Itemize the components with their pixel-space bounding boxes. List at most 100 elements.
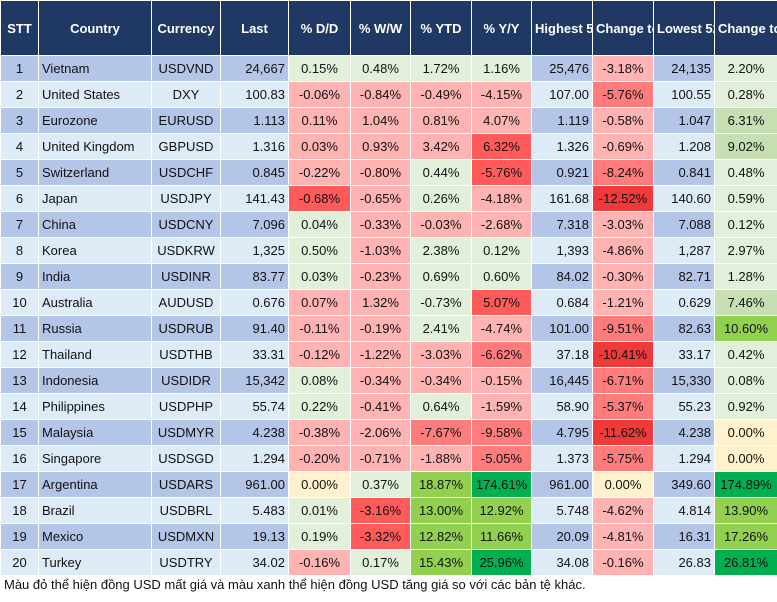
- cell-last: 19.13: [220, 523, 289, 550]
- cell-ww: 0.37%: [350, 471, 411, 498]
- cell-yy: -0.15%: [471, 367, 532, 394]
- column-header[interactable]: % D/D: [288, 0, 351, 56]
- cell-low: 7.088: [653, 211, 715, 238]
- cell-dd: -0.12%: [288, 341, 351, 368]
- cell-last: 1.294: [220, 445, 289, 472]
- cell-high: 34.08: [531, 549, 593, 576]
- column-header[interactable]: Change to L52W: [714, 0, 777, 56]
- cell-ww: -0.34%: [350, 367, 411, 394]
- cell-h52: -8.24%: [592, 159, 654, 186]
- cell-country: Argentina: [38, 471, 152, 498]
- column-header[interactable]: Change to H52W: [592, 0, 654, 56]
- column-header[interactable]: STT: [0, 0, 39, 56]
- cell-stt: 6: [0, 185, 39, 212]
- cell-stt: 4: [0, 133, 39, 160]
- table-row: 5 Switzerland USDCHF 0.845 -0.22% -0.80% 0.44%…: [0, 159, 777, 186]
- cell-dd: 0.15%: [288, 55, 351, 82]
- cell-low: 100.55: [653, 81, 715, 108]
- currency-table: STT Country Currency Last% D/D% W/W% YTD% Y…: [0, 0, 777, 576]
- cell-country: Singapore: [38, 445, 152, 472]
- cell-stt: 11: [0, 315, 39, 342]
- cell-currency: USDTRY: [151, 549, 221, 576]
- cell-high: 0.684: [531, 289, 593, 316]
- cell-ww: -1.22%: [350, 341, 411, 368]
- cell-country: Korea: [38, 237, 152, 264]
- cell-country: Mexico: [38, 523, 152, 550]
- table-row: 11 Russia USDRUB 91.40 -0.11% -0.19% 2.41% -4.7…: [0, 315, 777, 342]
- table-row: 6 Japan USDJPY 141.43 -0.68% -0.65% 0.26% -4.18…: [0, 185, 777, 212]
- cell-currency: USDCNY: [151, 211, 221, 238]
- cell-country: Australia: [38, 289, 152, 316]
- cell-ytd: 18.87%: [410, 471, 472, 498]
- cell-country: Turkey: [38, 549, 152, 576]
- cell-l52: 0.48%: [714, 159, 777, 186]
- table-row: 19 Mexico USDMXN 19.13 0.19% -3.32% 12.82% 11.6…: [0, 523, 777, 550]
- cell-yy: 0.12%: [471, 237, 532, 264]
- column-header[interactable]: % Y/Y: [471, 0, 532, 56]
- cell-currency: USDARS: [151, 471, 221, 498]
- cell-high: 4.795: [531, 419, 593, 446]
- table-row: 20 Turkey USDTRY 34.02 -0.16% 0.17% 15.43% 25.9…: [0, 549, 777, 576]
- cell-stt: 17: [0, 471, 39, 498]
- table-row: 12 Thailand USDTHB 33.31 -0.12% -1.22% -3.03% -…: [0, 341, 777, 368]
- cell-high: 1.326: [531, 133, 593, 160]
- cell-h52: -3.03%: [592, 211, 654, 238]
- cell-dd: 0.03%: [288, 133, 351, 160]
- column-header[interactable]: % YTD: [410, 0, 472, 56]
- cell-ytd: 3.42%: [410, 133, 472, 160]
- cell-low: 1.208: [653, 133, 715, 160]
- cell-l52: 7.46%: [714, 289, 777, 316]
- cell-h52: -4.86%: [592, 237, 654, 264]
- cell-ww: -0.33%: [350, 211, 411, 238]
- cell-stt: 12: [0, 341, 39, 368]
- cell-high: 5.748: [531, 497, 593, 524]
- cell-low: 15,330: [653, 367, 715, 394]
- cell-h52: 0.00%: [592, 471, 654, 498]
- cell-h52: -0.30%: [592, 263, 654, 290]
- cell-h52: -11.62%: [592, 419, 654, 446]
- cell-country: Vietnam: [38, 55, 152, 82]
- cell-stt: 16: [0, 445, 39, 472]
- column-header[interactable]: Last: [220, 0, 289, 56]
- cell-high: 84.02: [531, 263, 593, 290]
- cell-l52: 17.26%: [714, 523, 777, 550]
- cell-yy: 25.96%: [471, 549, 532, 576]
- column-header[interactable]: % W/W: [350, 0, 411, 56]
- cell-ww: -1.03%: [350, 237, 411, 264]
- cell-yy: 6.32%: [471, 133, 532, 160]
- cell-dd: 0.19%: [288, 523, 351, 550]
- cell-yy: -6.62%: [471, 341, 532, 368]
- cell-ww: -0.80%: [350, 159, 411, 186]
- cell-l52: 1.28%: [714, 263, 777, 290]
- cell-last: 91.40: [220, 315, 289, 342]
- cell-low: 1,287: [653, 237, 715, 264]
- cell-l52: 174.89%: [714, 471, 777, 498]
- cell-low: 140.60: [653, 185, 715, 212]
- cell-l52: 0.42%: [714, 341, 777, 368]
- cell-high: 37.18: [531, 341, 593, 368]
- column-header[interactable]: Country: [38, 0, 152, 56]
- cell-stt: 3: [0, 107, 39, 134]
- column-header[interactable]: Highest 52W: [531, 0, 593, 56]
- column-header[interactable]: Lowest 52W: [653, 0, 715, 56]
- cell-last: 1.316: [220, 133, 289, 160]
- table-row: 10 Australia AUDUSD 0.676 0.07% 1.32% -0.73% 5.…: [0, 289, 777, 316]
- cell-yy: 174.61%: [471, 471, 532, 498]
- cell-high: 101.00: [531, 315, 593, 342]
- cell-stt: 8: [0, 237, 39, 264]
- cell-currency: USDCHF: [151, 159, 221, 186]
- cell-ytd: -1.88%: [410, 445, 472, 472]
- cell-currency: USDTHB: [151, 341, 221, 368]
- cell-last: 33.31: [220, 341, 289, 368]
- cell-dd: 0.08%: [288, 367, 351, 394]
- cell-last: 55.74: [220, 393, 289, 420]
- cell-currency: USDVND: [151, 55, 221, 82]
- column-header[interactable]: Currency: [151, 0, 221, 56]
- cell-l52: 6.31%: [714, 107, 777, 134]
- cell-low: 1.294: [653, 445, 715, 472]
- cell-yy: 0.60%: [471, 263, 532, 290]
- cell-high: 1,393: [531, 237, 593, 264]
- footer-note: Màu đỏ thể hiện đồng USD mất giá và màu …: [4, 577, 586, 592]
- cell-l52: 10.60%: [714, 315, 777, 342]
- cell-l52: 0.28%: [714, 81, 777, 108]
